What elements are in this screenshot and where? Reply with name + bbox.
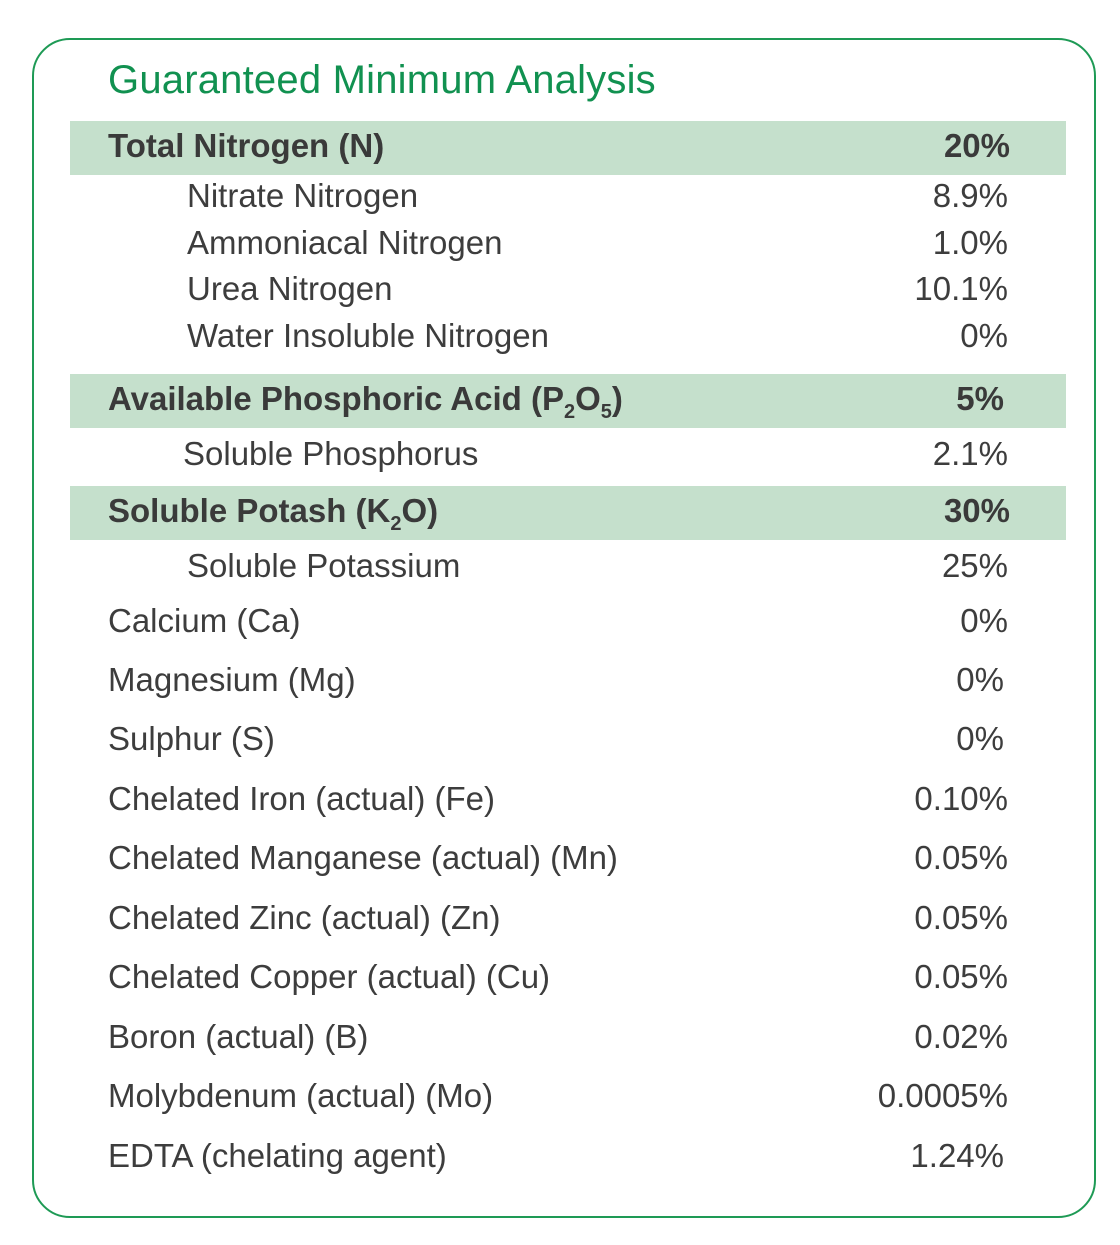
row-value: 0% bbox=[956, 720, 1004, 757]
table-row: Boron (actual) (B) 0.02% bbox=[70, 1010, 1066, 1068]
table-row: Soluble Potassium 25% bbox=[70, 545, 1066, 591]
label-text: ) bbox=[611, 380, 623, 417]
row-label: Soluble Potassium bbox=[187, 547, 461, 584]
row-value: 0.02% bbox=[914, 1018, 1008, 1055]
subscript: 2 bbox=[564, 401, 576, 423]
table-row: Ammoniacal Nitrogen 1.0% bbox=[70, 222, 1066, 268]
row-label: Available Phosphoric Acid (P2O5) bbox=[108, 380, 623, 422]
table-row: Sulphur (S) 0% bbox=[70, 712, 1066, 770]
row-value: 5% bbox=[956, 380, 1004, 417]
row-label: Calcium (Ca) bbox=[108, 602, 301, 639]
row-label: EDTA (chelating agent) bbox=[108, 1137, 447, 1174]
table-row: Water Insoluble Nitrogen 0% bbox=[70, 315, 1066, 361]
row-label: Total Nitrogen (N) bbox=[108, 127, 385, 164]
row-value: 8.9% bbox=[932, 177, 1008, 214]
row-label: Boron (actual) (B) bbox=[108, 1018, 369, 1055]
row-label: Water Insoluble Nitrogen bbox=[187, 317, 549, 354]
row-value: 1.24% bbox=[910, 1137, 1004, 1174]
row-label: Chelated Zinc (actual) (Zn) bbox=[108, 899, 501, 936]
table-row: Chelated Manganese (actual) (Mn) 0.05% bbox=[70, 831, 1066, 889]
row-label: Ammoniacal Nitrogen bbox=[187, 224, 503, 261]
row-value: 0.05% bbox=[914, 899, 1008, 936]
section-header-potash: Soluble Potash (K2O) 30% bbox=[70, 486, 1066, 540]
table-row: Magnesium (Mg) 0% bbox=[70, 653, 1066, 711]
table-row: Molybdenum (actual) (Mo) 0.0005% bbox=[70, 1069, 1066, 1127]
row-label: Magnesium (Mg) bbox=[108, 661, 356, 698]
analysis-card bbox=[32, 38, 1096, 1218]
row-label: Soluble Potash (K2O) bbox=[108, 492, 439, 534]
row-value: 1.0% bbox=[932, 224, 1008, 261]
table-row: EDTA (chelating agent) 1.24% bbox=[70, 1129, 1066, 1187]
label-text: Available Phosphoric Acid (P bbox=[108, 380, 564, 417]
table-row: Chelated Iron (actual) (Fe) 0.10% bbox=[70, 772, 1066, 830]
row-value: 0% bbox=[960, 602, 1008, 639]
page-title: Guaranteed Minimum Analysis bbox=[108, 58, 656, 102]
table-row: Urea Nitrogen 10.1% bbox=[70, 268, 1066, 314]
section-header-phosphoric: Available Phosphoric Acid (P2O5) 5% bbox=[70, 374, 1066, 428]
row-value: 0.05% bbox=[914, 958, 1008, 995]
section-header-nitrogen: Total Nitrogen (N) 20% bbox=[70, 121, 1066, 175]
table-row: Chelated Zinc (actual) (Zn) 0.05% bbox=[70, 891, 1066, 949]
row-label: Chelated Copper (actual) (Cu) bbox=[108, 958, 551, 995]
table-row: Calcium (Ca) 0% bbox=[70, 594, 1066, 652]
row-value: 10.1% bbox=[914, 270, 1008, 307]
table-row: Soluble Phosphorus 2.1% bbox=[70, 433, 1066, 479]
row-value: 0.05% bbox=[914, 839, 1008, 876]
row-label: Soluble Phosphorus bbox=[183, 435, 479, 472]
label-text: O) bbox=[401, 492, 439, 529]
table-row: Nitrate Nitrogen 8.9% bbox=[70, 175, 1066, 221]
table-row: Chelated Copper (actual) (Cu) 0.05% bbox=[70, 950, 1066, 1008]
row-value: 0% bbox=[956, 661, 1004, 698]
row-label: Sulphur (S) bbox=[108, 720, 275, 757]
subscript: 2 bbox=[390, 513, 402, 535]
row-value: 30% bbox=[943, 492, 1010, 529]
row-label: Chelated Manganese (actual) (Mn) bbox=[108, 839, 618, 876]
subscript: 5 bbox=[600, 401, 612, 423]
row-value: 20% bbox=[943, 127, 1010, 164]
row-value: 25% bbox=[941, 547, 1008, 584]
row-label: Nitrate Nitrogen bbox=[187, 177, 419, 214]
row-value: 2.1% bbox=[932, 435, 1008, 472]
row-label: Molybdenum (actual) (Mo) bbox=[108, 1077, 494, 1114]
label-text: Soluble Potash (K bbox=[108, 492, 391, 529]
row-label: Chelated Iron (actual) (Fe) bbox=[108, 780, 495, 817]
row-value: 0% bbox=[960, 317, 1008, 354]
row-value: 0.10% bbox=[914, 780, 1008, 817]
row-value: 0.0005% bbox=[877, 1077, 1008, 1114]
row-label: Urea Nitrogen bbox=[187, 270, 393, 307]
label-text: O bbox=[575, 380, 601, 417]
